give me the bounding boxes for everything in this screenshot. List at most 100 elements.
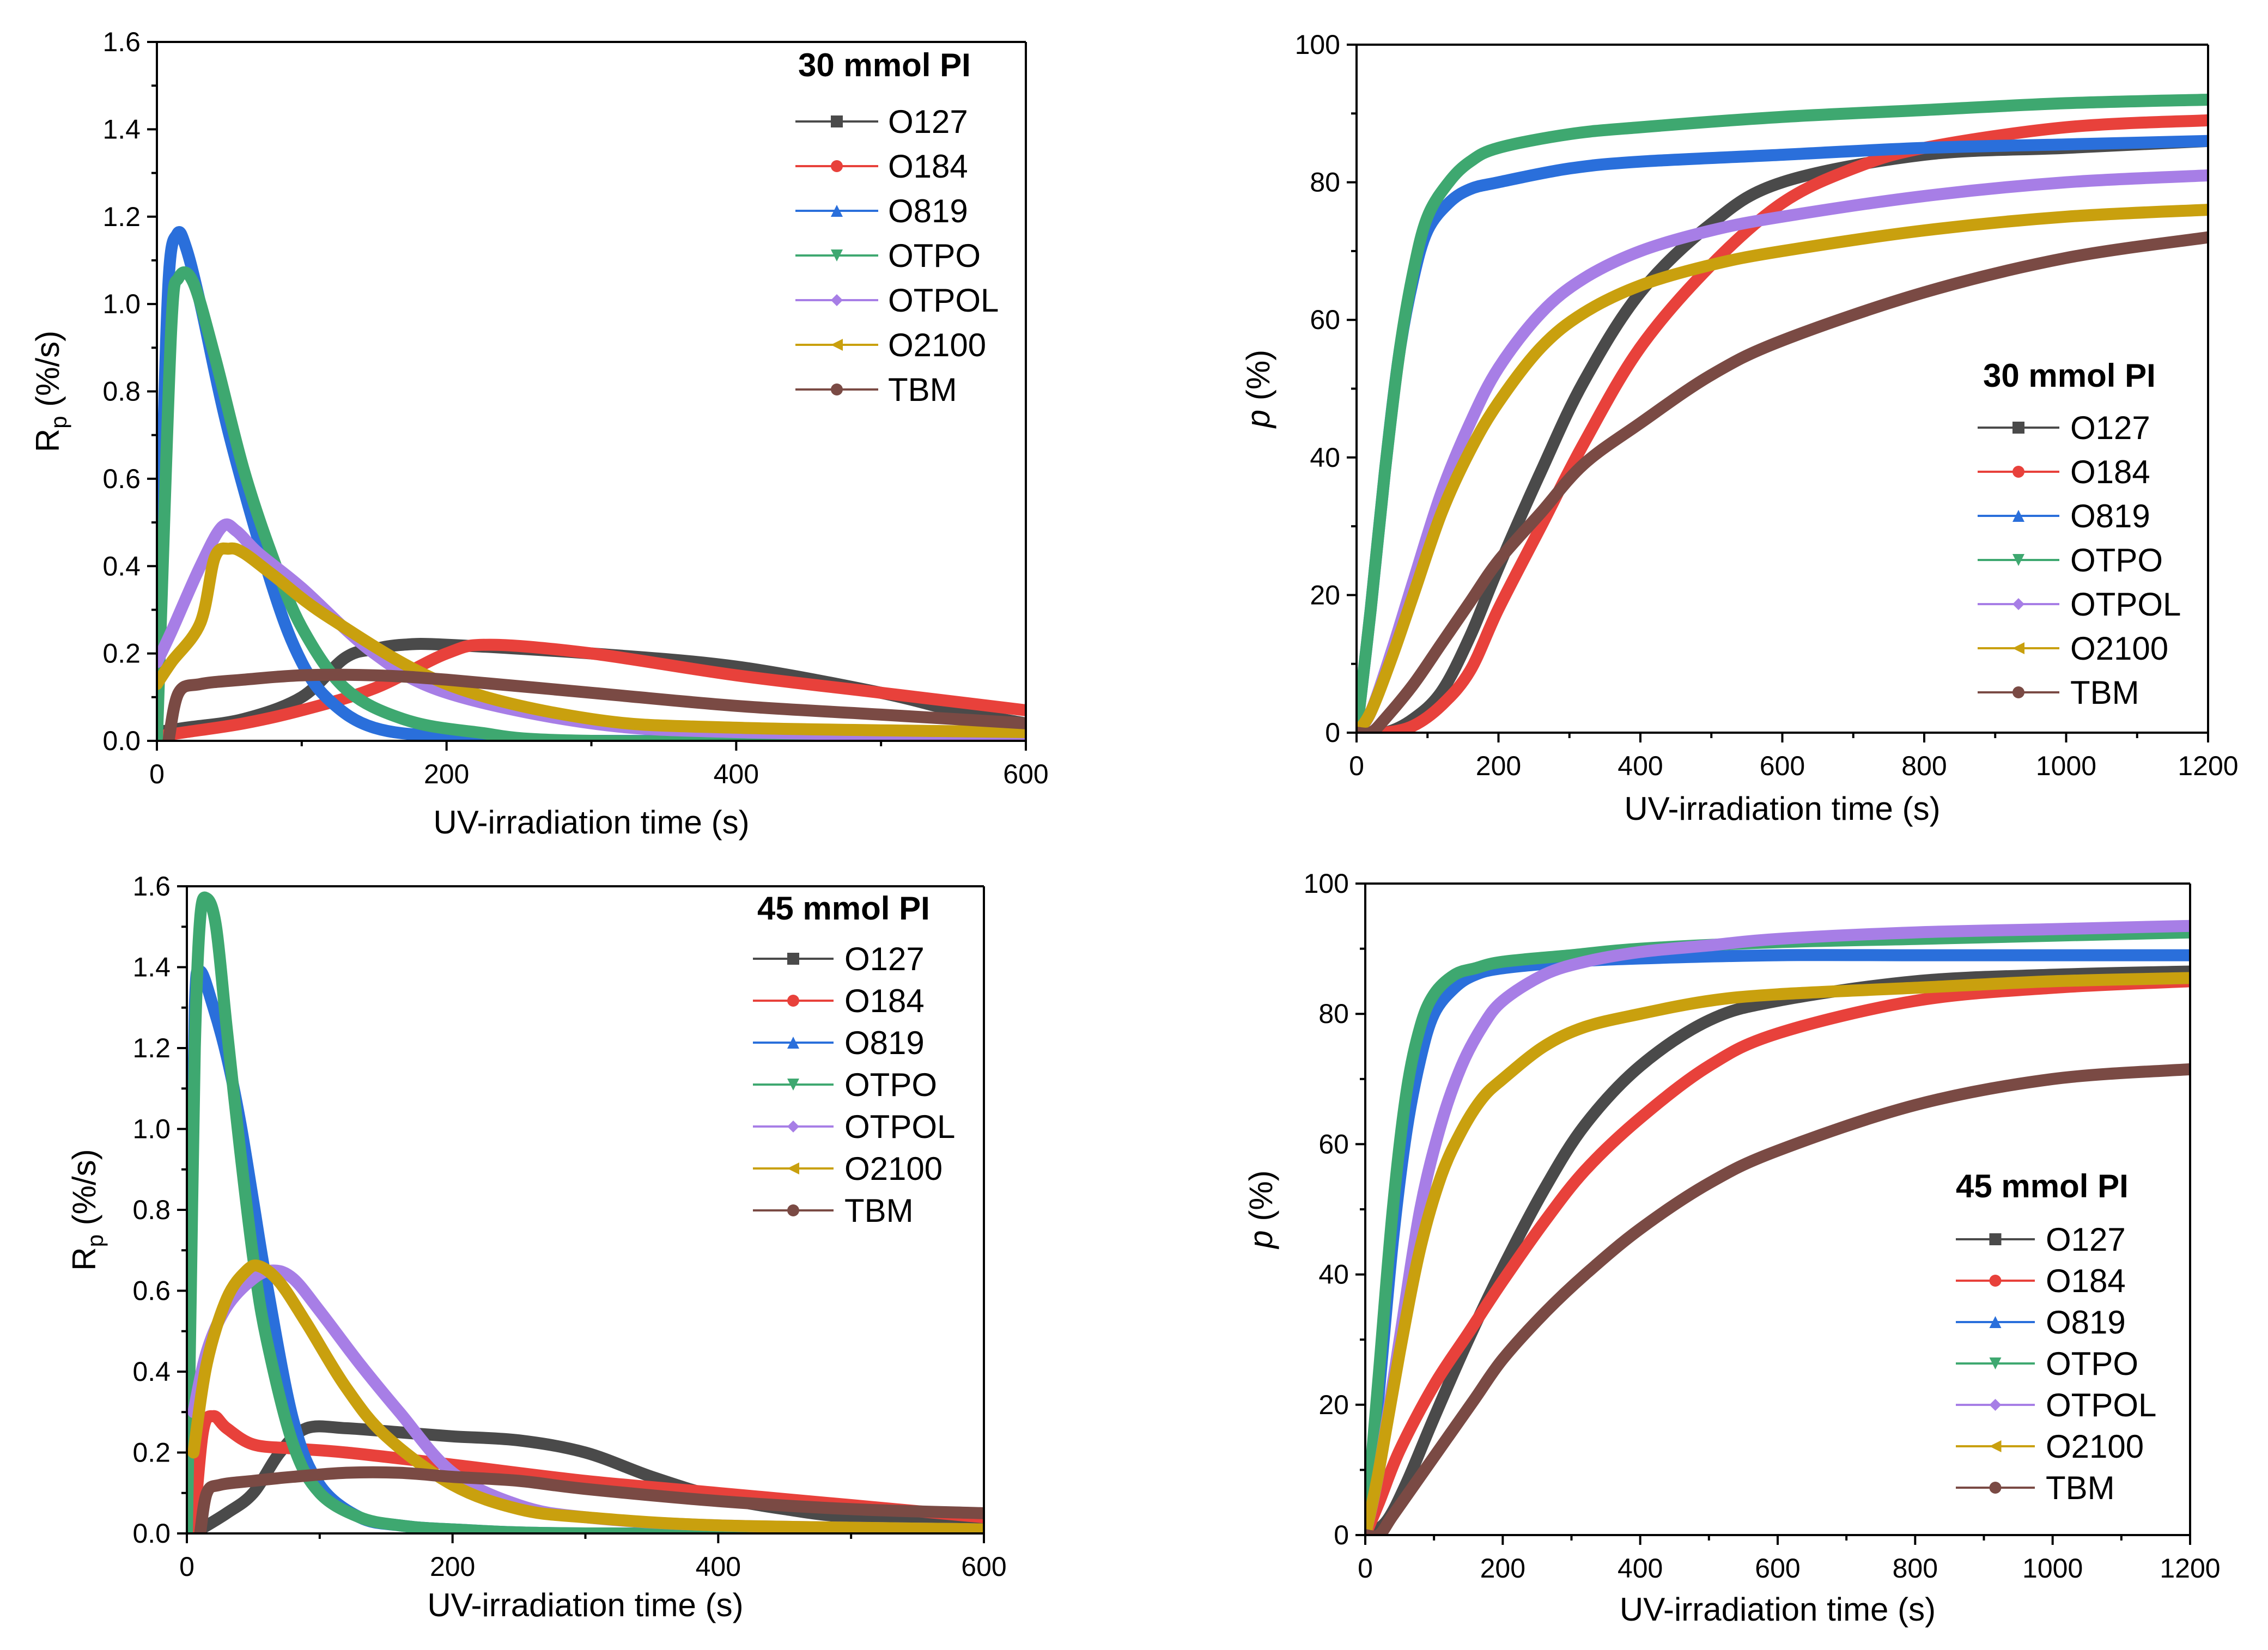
series-line-otpo bbox=[187, 891, 984, 1533]
x-tick-label: 200 bbox=[430, 1551, 475, 1582]
y-tick-label: 80 bbox=[1318, 998, 1349, 1029]
series-line-otpo bbox=[1365, 926, 2190, 1535]
legend-item-otpo: OTPO bbox=[795, 238, 981, 274]
y-tick-label: 0.4 bbox=[102, 551, 141, 581]
legend-marker-circle-icon bbox=[1989, 1275, 2002, 1287]
legend-item-tbm: TBM bbox=[1978, 674, 2139, 711]
legend-label: O2100 bbox=[2070, 630, 2168, 667]
legend-marker-diamond-icon bbox=[787, 1121, 799, 1133]
y-tick-label: 0 bbox=[1325, 717, 1340, 748]
legend-item-tbm: TBM bbox=[753, 1192, 914, 1229]
x-tick-label: 600 bbox=[961, 1551, 1006, 1582]
series-group bbox=[187, 891, 984, 1533]
chart-top-left: 0 200 400 600 0.0 0.2 0.4 0.6 0.8 1.0 1.2 1.4 1.6 UV-… bbox=[29, 27, 1049, 841]
series-line-o184 bbox=[157, 638, 1026, 741]
legend-label: O184 bbox=[2046, 1263, 2126, 1299]
y-axis-title-main: p bbox=[1240, 410, 1276, 429]
legend-marker-triangle-left-icon bbox=[831, 339, 843, 351]
legend-marker-circle-icon bbox=[831, 383, 843, 395]
y-axis-title-subscript: p bbox=[82, 1234, 108, 1247]
y-axis-title: p (%) bbox=[1243, 1170, 1279, 1249]
x-tick-label: 400 bbox=[1618, 751, 1663, 781]
legend-item-otpo: OTPO bbox=[1956, 1345, 2138, 1382]
x-tick-label: 800 bbox=[1893, 1553, 1938, 1584]
legend-marker-square-icon bbox=[2012, 422, 2024, 434]
y-tick-label: 1.6 bbox=[102, 27, 141, 57]
legend-marker-triangle-left-icon bbox=[1989, 1440, 2002, 1452]
x-axis-title: UV-irradiation time (s) bbox=[1624, 790, 1940, 827]
y-tick-label: 0.8 bbox=[102, 376, 141, 407]
series-line-o2100 bbox=[1365, 972, 2190, 1535]
legend-item-o2100: O2100 bbox=[795, 327, 986, 363]
chart-top-right: 0 200 400 600 800 1000 1200 0 20 40 60 80 100 UV-irra… bbox=[1240, 29, 2239, 827]
legend: 30 mmol PI O127 O184 O819 OTPO OTPOL O2100 TBM bbox=[1978, 357, 2181, 711]
series-line-tbm bbox=[1365, 1063, 2190, 1535]
legend-label: OTPOL bbox=[2070, 586, 2181, 623]
y-axis-title-unit: (%/s) bbox=[29, 331, 66, 416]
legend-marker-triangle-up-icon bbox=[2012, 510, 2024, 522]
series-line-o127 bbox=[1365, 965, 2190, 1535]
legend-item-o184: O184 bbox=[1956, 1263, 2126, 1299]
legend-marker-triangle-down-icon bbox=[2012, 554, 2024, 566]
x-axis-title: UV-irradiation time (s) bbox=[427, 1587, 743, 1623]
legend-marker-circle-icon bbox=[787, 1204, 799, 1216]
x-tick-label: 600 bbox=[1755, 1553, 1800, 1584]
legend-item-otpo: OTPO bbox=[1978, 542, 2163, 579]
legend-label: OTPO bbox=[2070, 542, 2163, 579]
series-line-tbm bbox=[194, 1466, 984, 1533]
y-tick-label: 100 bbox=[1295, 29, 1340, 60]
legend-label: OTPOL bbox=[2046, 1387, 2156, 1423]
legend-label: O127 bbox=[2046, 1221, 2126, 1258]
legend-marker-triangle-left-icon bbox=[2012, 642, 2024, 654]
y-axis-title-main: R bbox=[66, 1247, 102, 1270]
legend-label: OTPO bbox=[844, 1067, 937, 1103]
legend-label: TBM bbox=[2070, 674, 2139, 711]
series-line-o2100 bbox=[187, 1259, 984, 1533]
y-tick-label: 0.2 bbox=[102, 638, 141, 669]
series-line-tbm bbox=[1357, 231, 2208, 733]
legend-label: O819 bbox=[2046, 1304, 2126, 1341]
legend-label: O819 bbox=[2070, 498, 2150, 534]
legend-label: OTPO bbox=[2046, 1345, 2138, 1382]
legend-item-o184: O184 bbox=[753, 983, 925, 1019]
legend-label: O2100 bbox=[2046, 1428, 2144, 1465]
x-tick-label: 1200 bbox=[2178, 751, 2238, 781]
y-tick-label: 1.0 bbox=[102, 289, 141, 319]
y-tick-label: 0.4 bbox=[132, 1356, 171, 1387]
legend-item-o127: O127 bbox=[1956, 1221, 2126, 1258]
y-tick-label: 40 bbox=[1310, 442, 1340, 473]
series-group bbox=[1357, 94, 2208, 733]
legend-label: O819 bbox=[844, 1025, 925, 1061]
legend: 45 mmol PI O127 O184 O819 OTPO OTPOL O2100 TBM bbox=[1956, 1168, 2156, 1506]
y-tick-label: 0.6 bbox=[132, 1276, 171, 1306]
legend-marker-circle-icon bbox=[787, 995, 799, 1007]
legend-marker-triangle-up-icon bbox=[831, 205, 843, 217]
legend-label: OTPO bbox=[888, 238, 981, 274]
legend: 30 mmol PI O127 O184 O819 OTPO OTPOL O2100 TBM bbox=[795, 47, 999, 408]
x-tick-label: 1200 bbox=[2160, 1553, 2220, 1584]
x-tick-label: 600 bbox=[1003, 759, 1048, 789]
x-axis-title: UV-irradiation time (s) bbox=[433, 804, 749, 841]
x-tick-label: 400 bbox=[696, 1551, 741, 1582]
legend-item-otpol: OTPOL bbox=[1978, 586, 2181, 623]
legend-label: TBM bbox=[888, 372, 957, 408]
legend-item-o819: O819 bbox=[753, 1025, 925, 1061]
legend-label: OTPOL bbox=[888, 282, 999, 319]
y-axis-title-subscript: p bbox=[46, 416, 71, 428]
legend-item-tbm: TBM bbox=[795, 372, 957, 408]
legend-marker-triangle-up-icon bbox=[787, 1037, 799, 1049]
legend-label: TBM bbox=[2046, 1470, 2115, 1506]
y-tick-label: 1.6 bbox=[132, 871, 171, 902]
series-line-o184 bbox=[1365, 975, 2190, 1535]
y-tick-label: 0.2 bbox=[132, 1438, 171, 1468]
y-tick-label: 0.0 bbox=[102, 726, 141, 756]
chart-bottom-left: 0 200 400 600 0.0 0.2 0.4 0.6 0.8 1.0 1.2 1.4 1.6 UV-… bbox=[66, 871, 1007, 1623]
x-tick-label: 0 bbox=[1358, 1553, 1373, 1584]
y-tick-label: 1.2 bbox=[102, 202, 141, 232]
x-tick-label: 800 bbox=[1901, 751, 1947, 781]
legend-label: O184 bbox=[844, 983, 925, 1019]
x-tick-label: 1000 bbox=[2036, 751, 2096, 781]
legend-item-o184: O184 bbox=[795, 148, 968, 185]
y-tick-label: 100 bbox=[1304, 868, 1349, 899]
legend-label: O184 bbox=[888, 148, 968, 185]
